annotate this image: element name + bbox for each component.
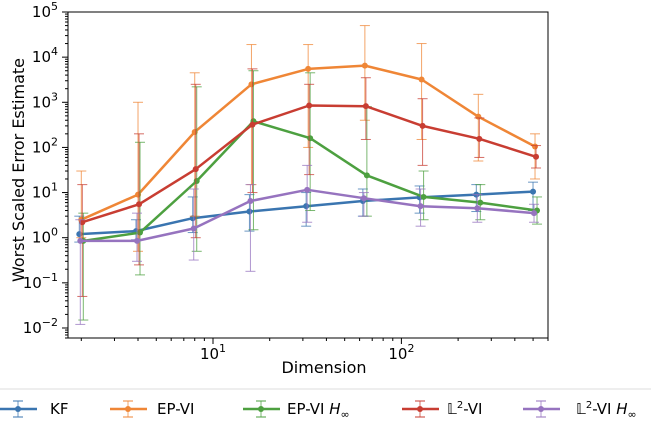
legend: KF EP-VI EP-VI H∞ 𝕃2-VI 𝕃2-VI H∞: [0, 400, 637, 421]
y-tick-label: 102: [32, 135, 58, 156]
legend-item-3: 𝕃2-VI: [402, 400, 482, 418]
x-tick-label: 101: [200, 342, 226, 363]
y-tick-label: 101: [32, 181, 58, 202]
y-tick-label: 103: [32, 90, 58, 111]
series-layer: [74, 25, 543, 325]
data-point: [134, 237, 141, 244]
data-point: [363, 172, 370, 179]
y-tick-label: 10−1: [23, 271, 58, 292]
y-axis-label: Worst Scaled Error Estimate: [9, 58, 28, 282]
legend-item-4: 𝕃2-VI H∞: [523, 400, 637, 421]
data-point: [193, 178, 200, 185]
plot-frame: [67, 11, 549, 339]
legend-label: EP-VI: [157, 400, 194, 418]
data-point: [419, 122, 426, 129]
data-point: [476, 135, 483, 142]
data-point: [303, 203, 310, 210]
legend-item-2: EP-VI H∞: [243, 400, 350, 421]
legend-marker: [15, 406, 21, 412]
series-4: [75, 164, 540, 325]
data-point: [418, 76, 425, 83]
data-point: [474, 205, 481, 212]
data-point: [305, 65, 312, 72]
data-point: [533, 153, 540, 160]
data-point: [530, 188, 537, 195]
legend-marker: [258, 406, 264, 412]
legend-item-1: EP-VI: [110, 400, 194, 418]
data-point: [361, 62, 368, 69]
data-point: [417, 203, 424, 210]
axes: 101 102 10−2 10−1 100 101 102 103 104 105: [23, 0, 549, 363]
data-point: [247, 198, 254, 205]
legend-label: EP-VI H∞: [287, 400, 350, 421]
data-point: [477, 199, 484, 206]
y-tick-label: 104: [32, 45, 58, 66]
y-tick-label: 100: [32, 226, 58, 247]
data-point: [192, 166, 199, 173]
data-point: [307, 135, 314, 142]
data-point: [304, 186, 311, 193]
data-point: [360, 195, 367, 202]
y-tick-label: 105: [32, 0, 58, 21]
legend-marker: [125, 406, 131, 412]
legend-item-0: KF: [0, 400, 68, 418]
data-point: [475, 113, 482, 120]
data-point: [362, 103, 369, 110]
y-tick-label: 10−2: [23, 316, 58, 337]
data-point: [306, 102, 313, 109]
data-point: [190, 225, 197, 232]
legend-label: 𝕃2-VI H∞: [576, 400, 637, 421]
data-point: [420, 193, 427, 200]
legend-marker: [538, 406, 544, 412]
x-axis-label: Dimension: [281, 358, 366, 377]
data-point: [531, 210, 538, 217]
data-point: [77, 237, 84, 244]
legend-label: KF: [50, 400, 68, 418]
legend-marker: [417, 406, 423, 412]
data-point: [532, 143, 539, 150]
data-point: [137, 229, 144, 236]
data-point: [249, 121, 256, 128]
legend-label: 𝕃2-VI: [447, 400, 482, 418]
x-tick-label: 102: [388, 342, 414, 363]
data-point: [246, 208, 253, 215]
data-point: [136, 201, 143, 208]
series-3: [77, 68, 542, 297]
